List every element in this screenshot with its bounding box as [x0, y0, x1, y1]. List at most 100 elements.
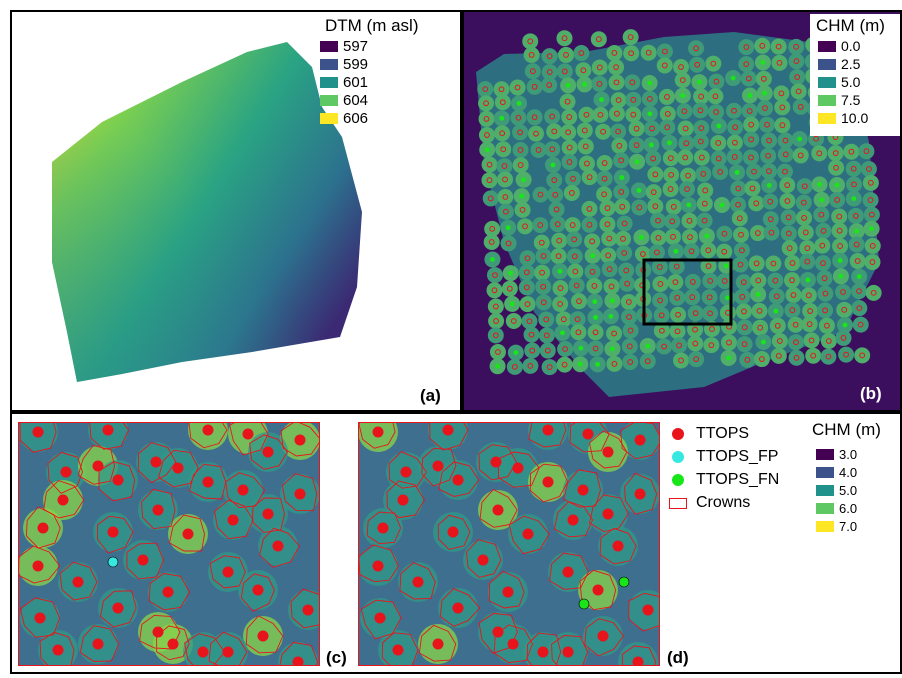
tree-crown-blob — [623, 45, 640, 62]
detail-chm-legend-item: 6.0 — [816, 500, 857, 516]
dtm-legend-item: 601 — [320, 74, 368, 91]
ttop-fn-marker — [730, 75, 736, 81]
ttop-marker — [552, 191, 559, 198]
ttop-marker — [32, 426, 44, 438]
ttop-fn-marker — [509, 301, 515, 307]
ttop-marker — [162, 586, 174, 598]
ttop-marker — [712, 93, 719, 100]
ttop-marker — [571, 236, 578, 243]
ttop-marker — [522, 223, 528, 230]
ttop-marker — [870, 289, 877, 296]
ttop-marker — [822, 290, 829, 297]
ttop-fn-marker — [505, 225, 511, 231]
tree-crown-blob — [556, 30, 573, 47]
tree-crown-blob — [864, 237, 881, 254]
ttop-marker — [748, 121, 755, 128]
tree-crown-blob — [619, 275, 636, 292]
ttop-marker — [668, 171, 675, 178]
ttop-marker — [667, 186, 674, 192]
ttop-marker — [537, 222, 544, 228]
ttop-marker — [595, 36, 602, 43]
ttop-marker — [661, 343, 668, 350]
tree-crown-blob — [512, 157, 529, 174]
ttop-marker — [60, 466, 72, 478]
ttop-marker — [583, 111, 590, 118]
ttop-marker — [294, 488, 306, 500]
ttop-fn-marker — [595, 361, 601, 367]
ttop-marker — [841, 306, 848, 313]
crown-outline — [100, 590, 137, 628]
crown-outline — [25, 506, 61, 549]
tree-crown-blob — [544, 141, 561, 158]
ttop-marker — [600, 128, 606, 135]
ttop-marker — [681, 108, 688, 115]
crown-canopy — [428, 422, 468, 450]
tree-crown-blob — [779, 192, 796, 209]
ttop-marker — [492, 504, 504, 516]
points-legend-label: TTOPS — [696, 425, 750, 442]
ttop-marker — [664, 94, 670, 100]
ttop-marker — [743, 61, 750, 68]
ttop-marker — [837, 243, 843, 249]
points-legend-label: TTOPS_FN — [696, 471, 780, 488]
tree-crown-blob — [800, 287, 817, 304]
ttop-marker — [707, 310, 713, 317]
ttop-fn-marker — [723, 263, 729, 269]
tree-crown-blob — [573, 45, 590, 62]
detail-chm-legend-label: 3.0 — [839, 446, 858, 462]
tree-crown-blob — [736, 336, 753, 353]
crown-outline — [156, 625, 190, 661]
ttop-marker — [652, 203, 659, 210]
tree-crown-blob — [590, 31, 607, 48]
ttop-marker — [853, 241, 860, 248]
ttop-marker — [452, 602, 464, 614]
dtm-legend-item: 604 — [320, 92, 368, 109]
ttop-marker — [818, 211, 825, 218]
ttop-marker — [782, 168, 788, 175]
tree-crown-blob — [851, 300, 868, 317]
panel-b-frame — [462, 10, 902, 412]
ttop-marker — [616, 142, 623, 149]
ttop-marker — [555, 253, 562, 260]
ttop-marker — [741, 341, 748, 348]
tree-crown-blob — [624, 74, 641, 91]
ttop-fn-marker — [513, 350, 519, 356]
tree-crown-blob — [860, 160, 877, 177]
chm-legend-item: 5.0 — [818, 74, 860, 90]
ttop-marker — [554, 221, 561, 228]
tree-crown-blob — [561, 109, 578, 126]
tree-crown-blob — [692, 102, 709, 119]
ttop-marker — [840, 335, 847, 341]
chm-legend-swatch — [818, 94, 836, 106]
tree-crown-blob — [784, 255, 801, 272]
crown-outline — [280, 422, 320, 457]
tree-crown-blob — [726, 134, 743, 151]
ttop-marker — [484, 132, 490, 138]
tree-crown-blob — [608, 59, 625, 76]
tree-crown-blob — [584, 263, 601, 280]
crown-outline — [388, 451, 427, 489]
tree-crown-blob — [618, 262, 635, 279]
detail-chm-legend-swatch — [816, 466, 834, 478]
ttop-fn-marker — [557, 268, 563, 274]
tree-crown-blob — [669, 289, 686, 306]
ttop-marker — [670, 203, 677, 210]
tree-crown-blob — [581, 216, 598, 233]
ttop-marker — [721, 230, 728, 237]
tree-crown-blob — [538, 311, 555, 328]
tree-crown-blob — [787, 334, 804, 351]
crown-outline — [551, 635, 589, 666]
ttop-marker — [619, 203, 626, 210]
crown-outline — [214, 499, 254, 540]
ttop-marker — [72, 576, 84, 588]
tree-crown-blob — [788, 38, 805, 55]
ttop-marker — [589, 268, 596, 275]
tree-crown-blob — [592, 106, 609, 123]
tree-crown-blob — [721, 334, 738, 351]
ttop-marker — [561, 361, 568, 368]
tree-crown-blob — [787, 316, 804, 333]
ttop-marker — [107, 526, 119, 538]
chm-legend-swatch — [818, 58, 836, 70]
crown-outline — [579, 569, 617, 611]
ttop-marker — [483, 115, 490, 122]
